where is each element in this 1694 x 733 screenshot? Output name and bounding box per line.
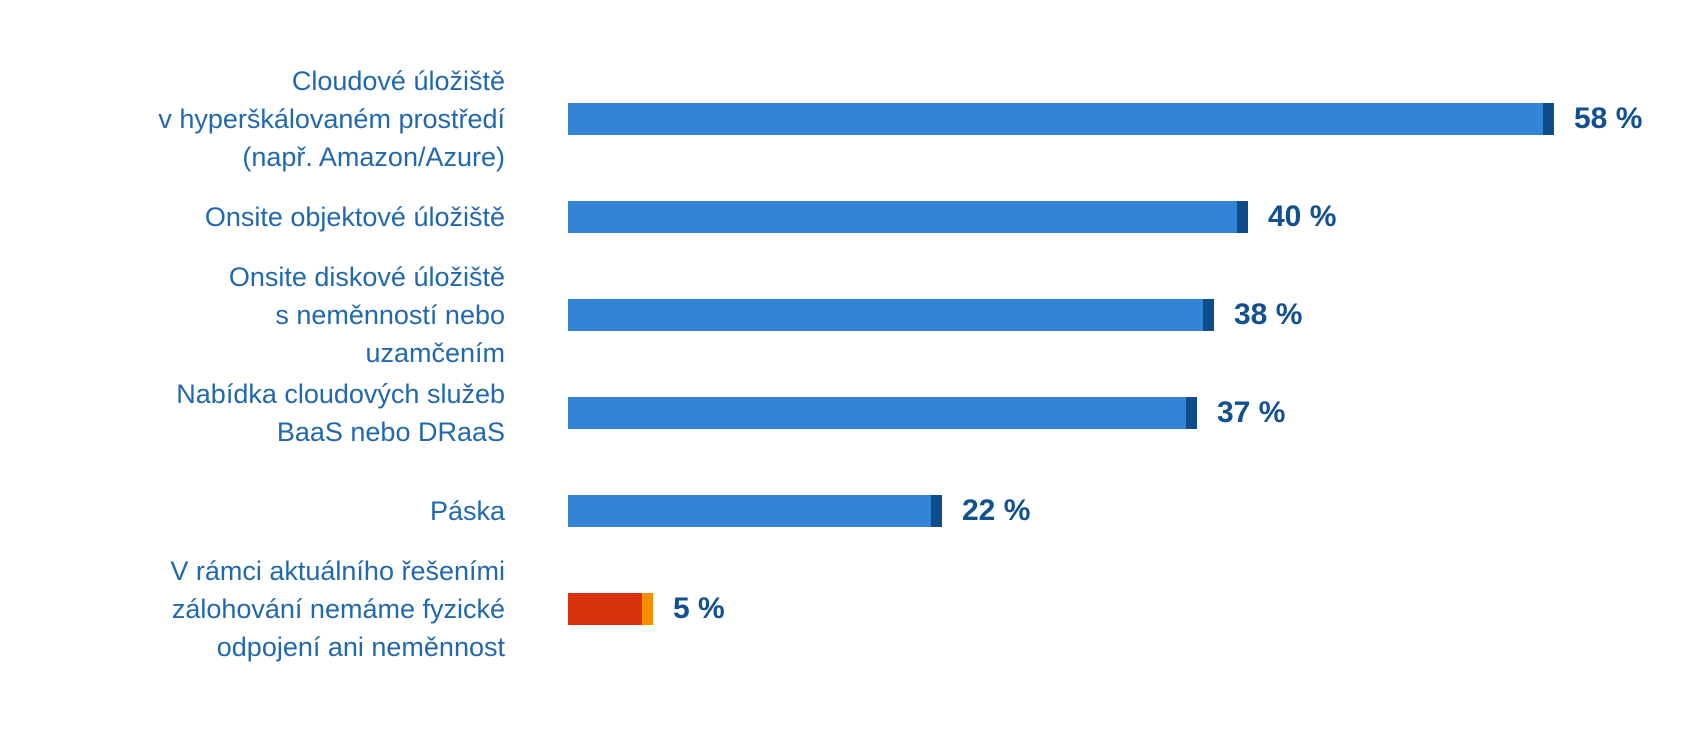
chart-row: V rámci aktuálního řešeními zálohování ne… <box>0 556 1694 662</box>
bar-highlighted <box>568 593 653 625</box>
category-label-line: s neměnností nebo <box>275 300 505 330</box>
category-label: Páska <box>0 492 505 530</box>
bar <box>568 299 1214 331</box>
category-label-line: (např. Amazon/Azure) <box>242 142 505 172</box>
bar <box>568 103 1554 135</box>
category-label: V rámci aktuálního řešeními zálohování ne… <box>0 552 505 666</box>
bar <box>568 201 1248 233</box>
category-label: Cloudové úložiště v hyperškálovaném prost… <box>0 62 505 176</box>
value-label: 37 % <box>1217 396 1286 429</box>
value-label: 58 % <box>1574 102 1643 135</box>
bar-tip <box>1186 397 1197 429</box>
category-label-line: v hyperškálovaném prostředí <box>158 104 505 134</box>
chart-row: Onsite diskové úložiště s neměnností nebo… <box>0 262 1694 368</box>
chart-row: Onsite objektové úložiště 40 % <box>0 168 1694 266</box>
category-label-line: zálohování nemáme fyzické <box>171 594 505 624</box>
category-label: Onsite diskové úložiště s neměnností nebo… <box>0 258 505 372</box>
value-label: 5 % <box>673 592 725 625</box>
value-label: 40 % <box>1268 200 1337 233</box>
category-label-line: Páska <box>429 496 505 526</box>
chart-row: Páska 22 % <box>0 462 1694 560</box>
bar-tip <box>931 495 942 527</box>
bar-tip <box>1237 201 1248 233</box>
category-label-line: Onsite diskové úložiště <box>228 262 505 292</box>
category-label-line: Cloudové úložiště <box>291 66 505 96</box>
bar-area: 37 % <box>568 396 1694 430</box>
category-label-line: Nabídka cloudových služeb <box>176 379 505 409</box>
bar-area: 22 % <box>568 494 1694 528</box>
category-label-line: BaaS nebo DRaaS <box>276 417 505 447</box>
bar-tip <box>642 593 653 625</box>
category-label: Onsite objektové úložiště <box>0 198 505 236</box>
category-label-line: odpojení ani neměnnost <box>216 632 505 662</box>
bar-area: 58 % <box>568 102 1694 136</box>
chart-row: Nabídka cloudových služeb BaaS nebo DRaaS… <box>0 364 1694 462</box>
value-label: 38 % <box>1234 298 1303 331</box>
value-label: 22 % <box>962 494 1031 527</box>
category-label: Nabídka cloudových služeb BaaS nebo DRaaS <box>0 375 505 451</box>
bar-area: 38 % <box>568 298 1694 332</box>
bar-area: 40 % <box>568 200 1694 234</box>
bar-tip <box>1203 299 1214 331</box>
bar <box>568 495 942 527</box>
bar-chart: Cloudové úložiště v hyperškálovaném prost… <box>0 66 1694 662</box>
bar <box>568 397 1197 429</box>
category-label-line: V rámci aktuálního řešeními <box>170 556 505 586</box>
category-label-line: Onsite objektové úložiště <box>204 202 505 232</box>
bar-tip <box>1543 103 1554 135</box>
bar-area: 5 % <box>568 592 1694 626</box>
category-label-line: uzamčením <box>365 338 505 368</box>
chart-row: Cloudové úložiště v hyperškálovaném prost… <box>0 66 1694 172</box>
